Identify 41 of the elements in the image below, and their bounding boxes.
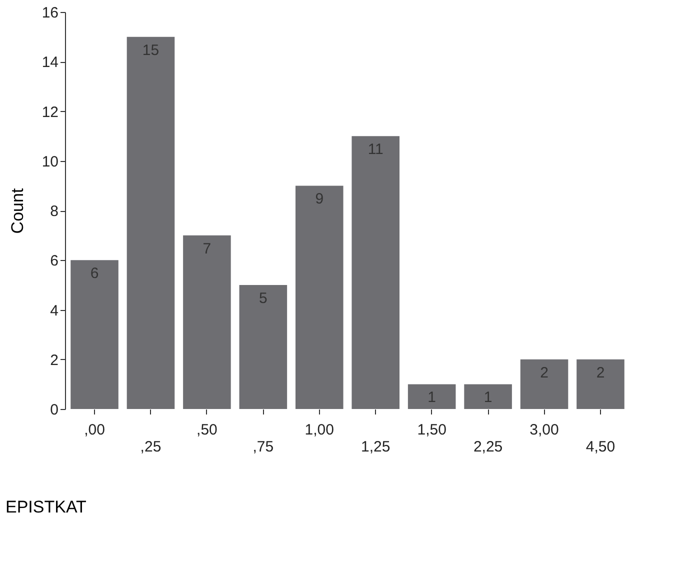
data-label: 2	[596, 364, 605, 382]
y-tick-label: 2	[50, 352, 58, 369]
y-tick-label: 12	[42, 104, 58, 121]
x-tick-label: ,75	[252, 438, 274, 456]
x-axis-title: EPISTKAT	[6, 498, 86, 516]
data-label: 15	[142, 42, 160, 59]
data-label: 11	[368, 141, 384, 158]
x-tick-label: 2,25	[473, 438, 503, 456]
x-tick-label: 1,00	[304, 422, 334, 438]
bar	[126, 36, 175, 409]
bar	[239, 284, 288, 409]
data-label: 2	[540, 364, 548, 382]
bar	[408, 384, 456, 409]
x-tick-label: ,25	[140, 438, 162, 456]
bar	[70, 260, 118, 409]
bar	[352, 136, 400, 409]
y-tick-label: 10	[42, 153, 58, 170]
data-label: 1	[428, 389, 436, 406]
bar	[183, 235, 231, 409]
data-label: 9	[315, 190, 324, 208]
y-tick-label: 8	[50, 203, 58, 220]
x-tick-label: 1,50	[417, 422, 446, 438]
y-tick-label: 4	[50, 302, 58, 320]
data-label: 1	[484, 389, 492, 406]
x-tick-label: ,00	[84, 422, 105, 438]
x-tick-label: ,50	[196, 422, 218, 438]
y-tick-label: 6	[50, 252, 58, 270]
x-tick-label: 4,50	[586, 438, 616, 456]
bar	[464, 384, 512, 409]
y-tick-label: 0	[50, 402, 58, 418]
data-label: 6	[90, 265, 99, 282]
y-tick-label: 14	[42, 54, 58, 72]
y-tick-label: 16	[42, 4, 58, 22]
bar	[296, 186, 344, 409]
data-label: 7	[202, 240, 212, 258]
bar	[576, 359, 624, 409]
x-tick-label: 3,00	[530, 422, 559, 438]
y-axis-title: Count	[8, 188, 27, 234]
data-label: 5	[259, 290, 268, 307]
bar	[520, 359, 568, 409]
x-tick-label: 1,25	[361, 438, 390, 456]
